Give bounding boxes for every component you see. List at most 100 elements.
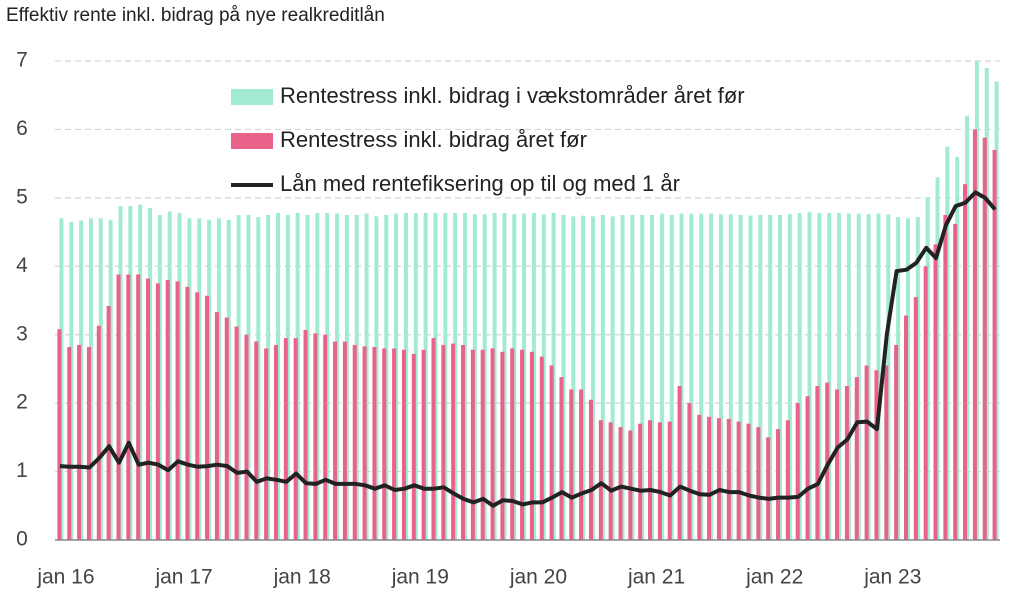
bar [273,344,278,540]
legend-label: Lån med rentefiksering op til og med 1 å… [280,171,680,196]
bar [598,420,603,540]
bar [490,348,495,540]
bar [333,341,338,540]
bar [559,377,564,540]
y-tick-label: 3 [16,322,28,345]
bar [628,430,633,540]
bar [303,329,308,540]
bar [411,353,416,540]
bar [342,341,347,540]
bar [185,286,190,540]
bar [709,213,714,541]
bar [679,213,684,541]
bar [982,137,987,540]
x-tick-label: jan 23 [863,566,921,589]
y-tick-label: 5 [16,185,28,208]
bar [116,274,121,540]
bar [549,365,554,540]
bar [716,418,721,540]
bar [205,295,210,540]
bar [610,216,615,540]
bar [234,326,239,540]
y-tick-label: 7 [16,49,28,72]
bar [825,382,830,540]
bar [795,403,800,540]
bar [461,344,466,540]
bar [785,420,790,540]
bar [738,214,743,540]
bar [707,416,712,540]
bar [431,338,436,540]
bar [224,317,229,540]
bar [837,212,842,540]
bar [933,244,938,541]
bar [175,281,180,540]
bar [126,274,131,540]
bar [510,348,515,540]
bar [421,349,426,540]
bar [943,214,948,540]
bar [913,297,918,540]
bar [136,274,141,540]
x-tick-label: jan 21 [627,566,685,589]
bar [155,283,160,540]
x-tick-label: jan 19 [391,566,449,589]
bar [165,279,170,540]
bar [864,365,869,540]
bar [856,213,861,541]
bar [844,386,849,540]
bar [689,213,694,541]
bar [579,389,584,540]
bar [581,215,586,541]
bar [451,343,456,540]
bar [392,348,397,540]
bar [638,423,643,540]
bar [846,213,851,541]
bar [756,427,761,540]
bar [618,427,623,540]
bar [500,351,505,540]
bar [67,347,72,540]
bar [972,129,977,540]
bar [797,212,802,540]
bar [264,348,269,540]
bar [57,329,62,540]
bar [992,149,997,540]
bar [677,386,682,540]
chart-title: Effektiv rente inkl. bidrag på nye realk… [6,5,385,26]
bar [953,223,958,541]
bar [758,214,763,540]
bar [254,341,259,540]
bar [590,216,595,540]
bar [736,421,741,540]
bar [874,370,879,540]
bar [244,334,249,540]
legend-label: Rentestress inkl. bidrag i vækstområder … [280,83,745,108]
bar [650,214,655,540]
bar [923,266,928,540]
y-tick-label: 0 [16,528,28,551]
bar [776,429,781,540]
bar [726,418,731,540]
bar [382,348,387,540]
bar [520,349,525,540]
bar [659,213,664,541]
bar [620,214,625,540]
bar [699,213,704,541]
y-tick-label: 1 [16,459,28,482]
bar [214,312,219,540]
bar [77,344,82,540]
bar [963,184,968,540]
bar [283,338,288,540]
bar [480,349,485,540]
bar [669,214,674,540]
x-tick-label: jan 20 [509,566,567,589]
bar [807,212,812,540]
bar [571,216,576,540]
line [59,190,997,508]
bar [657,422,662,540]
bar [787,214,792,540]
bar [313,333,318,540]
bar [96,325,101,540]
